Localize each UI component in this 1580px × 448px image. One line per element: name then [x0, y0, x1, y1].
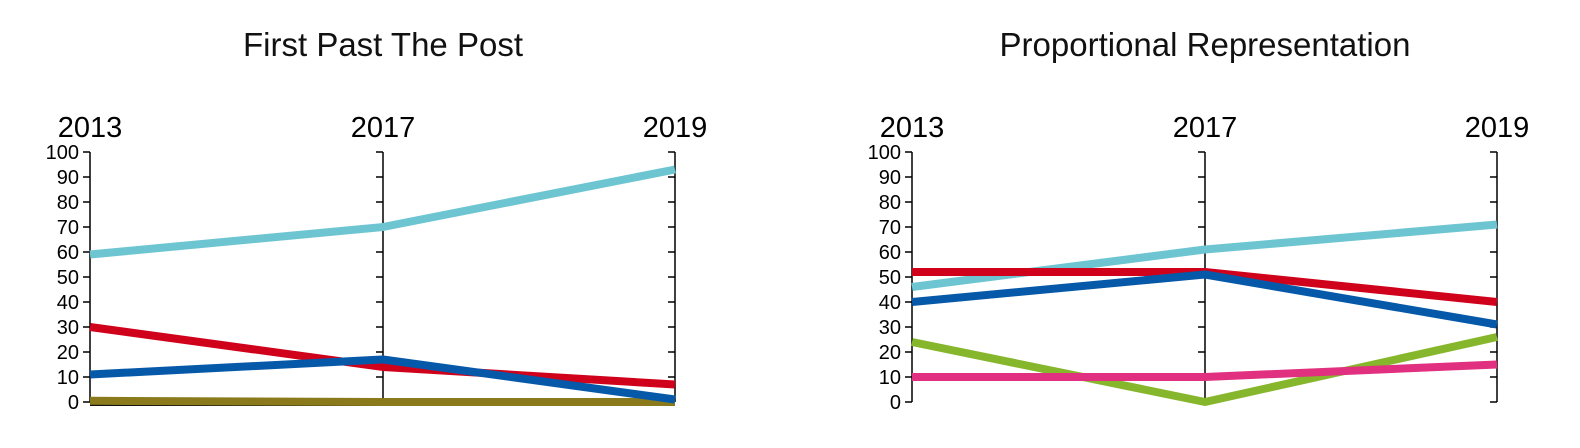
- year-label-2013-fptp: 2013: [58, 112, 123, 144]
- year-label-2019-fptp: 2019: [643, 112, 708, 144]
- tick-label-10: 10: [879, 367, 901, 389]
- tick-label-30: 30: [57, 317, 79, 339]
- tick-label-40: 40: [57, 292, 79, 314]
- tick-label-30: 30: [879, 317, 901, 339]
- chart-pr: Proportional Representation 2013 2017 20…: [868, 26, 1530, 414]
- tick-label-80: 80: [879, 192, 901, 214]
- tick-label-100: 100: [46, 142, 79, 164]
- series-pr: [911, 220, 1498, 406]
- tick-label-20: 20: [57, 342, 79, 364]
- tick-label-20: 20: [879, 342, 901, 364]
- tick-label-90: 90: [57, 167, 79, 189]
- tick-label-0: 0: [68, 392, 79, 414]
- year-label-2017-fptp: 2017: [351, 112, 416, 144]
- year-label-2017-pr: 2017: [1173, 112, 1238, 144]
- tick-label-80: 80: [57, 192, 79, 214]
- tick-label-0: 0: [890, 392, 901, 414]
- series-fptp: [89, 165, 676, 406]
- series-line-3: [911, 270, 1498, 329]
- tick-label-60: 60: [57, 242, 79, 264]
- tick-label-90: 90: [879, 167, 901, 189]
- tick-label-70: 70: [57, 217, 79, 239]
- tick-label-70: 70: [879, 217, 901, 239]
- axes-fptp: 0 10 20 30 40 50 60 70 80 90 100: [46, 142, 676, 414]
- chart-fptp: First Past The Post 2013 2017 2019 0 10 20…: [46, 26, 708, 414]
- tick-label-50: 50: [879, 267, 901, 289]
- year-label-2019-pr: 2019: [1465, 112, 1530, 144]
- tick-label-40: 40: [879, 292, 901, 314]
- year-label-2013-pr: 2013: [880, 112, 945, 144]
- series-line-5: [912, 360, 1498, 381]
- series-line-2: [89, 396, 675, 406]
- series-line-3: [89, 165, 676, 259]
- tick-label-100: 100: [868, 142, 901, 164]
- tick-label-60: 60: [879, 242, 901, 264]
- series-line-4: [911, 333, 1498, 406]
- series-line-4: [89, 323, 676, 389]
- series-line-5: [89, 355, 676, 404]
- tick-label-10: 10: [57, 367, 79, 389]
- chart-title-pr: Proportional Representation: [1000, 26, 1411, 63]
- tick-label-50: 50: [57, 267, 79, 289]
- chart-title-fptp: First Past The Post: [243, 26, 523, 63]
